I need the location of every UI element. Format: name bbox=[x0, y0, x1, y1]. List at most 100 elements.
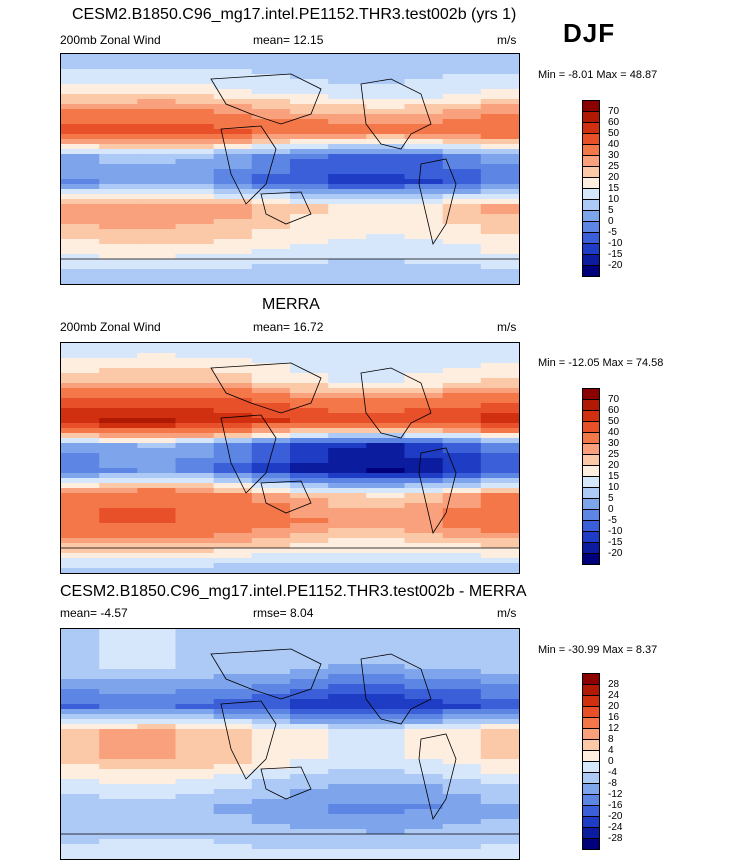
field-cell bbox=[404, 124, 444, 130]
field-cell bbox=[404, 799, 444, 805]
field-cell bbox=[251, 184, 291, 190]
panel-2-minmax: Min = -12.05 Max = 74.58 bbox=[538, 357, 664, 369]
field-cell bbox=[290, 829, 329, 835]
field-cell bbox=[480, 488, 519, 494]
field-cell bbox=[366, 784, 406, 790]
field-cell bbox=[175, 84, 215, 90]
field-cell bbox=[290, 348, 329, 354]
field-cell bbox=[137, 679, 177, 685]
field-cell bbox=[251, 699, 291, 705]
field-cell bbox=[366, 829, 406, 835]
field-cell bbox=[213, 358, 253, 364]
field-cell bbox=[366, 179, 406, 185]
field-cell bbox=[442, 468, 482, 474]
field-cell bbox=[480, 649, 519, 655]
field-cell bbox=[404, 403, 444, 409]
field-cell bbox=[480, 149, 519, 155]
field-cell bbox=[175, 64, 215, 70]
field-cell bbox=[175, 274, 215, 280]
field-cell bbox=[137, 523, 177, 529]
panel-1-contour-field bbox=[61, 54, 519, 284]
field-cell bbox=[328, 563, 367, 569]
field-cell bbox=[480, 789, 519, 795]
field-cell bbox=[366, 169, 406, 175]
field-cell bbox=[251, 179, 291, 185]
panel-1-units: m/s bbox=[497, 33, 517, 47]
field-cell bbox=[442, 184, 482, 190]
field-cell bbox=[328, 799, 367, 805]
field-cell bbox=[442, 493, 482, 499]
field-cell bbox=[61, 408, 100, 414]
field-cell bbox=[213, 59, 253, 65]
field-cell bbox=[480, 754, 519, 760]
field-cell bbox=[61, 739, 100, 745]
field-cell bbox=[213, 739, 253, 745]
field-cell bbox=[137, 124, 177, 130]
colorbar-tick-label: -12 bbox=[608, 789, 623, 800]
field-cell bbox=[175, 179, 215, 185]
field-cell bbox=[137, 709, 177, 715]
field-cell bbox=[137, 269, 177, 275]
field-cell bbox=[99, 674, 138, 680]
field-cell bbox=[290, 679, 329, 685]
field-cell bbox=[99, 854, 138, 859]
field-cell bbox=[175, 659, 215, 665]
field-cell bbox=[290, 418, 329, 424]
field-cell bbox=[61, 644, 100, 650]
field-cell bbox=[137, 714, 177, 720]
field-cell bbox=[137, 789, 177, 795]
field-cell bbox=[213, 709, 253, 715]
field-cell bbox=[328, 804, 367, 810]
field-cell bbox=[480, 124, 519, 130]
field-cell bbox=[61, 99, 100, 105]
field-cell bbox=[442, 518, 482, 524]
field-cell bbox=[404, 634, 444, 640]
field-cell bbox=[404, 669, 444, 675]
field-cell bbox=[404, 249, 444, 255]
field-cell bbox=[175, 74, 215, 80]
field-cell bbox=[213, 694, 253, 700]
field-cell bbox=[480, 704, 519, 710]
field-cell bbox=[213, 809, 253, 815]
field-cell bbox=[251, 649, 291, 655]
field-cell bbox=[366, 503, 406, 509]
field-cell bbox=[251, 343, 291, 349]
colorbar-tick-label: 15 bbox=[608, 183, 620, 194]
field-cell bbox=[61, 684, 100, 690]
field-cell bbox=[480, 814, 519, 820]
field-cell bbox=[366, 368, 406, 374]
field-cell bbox=[137, 244, 177, 250]
field-cell bbox=[404, 724, 444, 730]
field-cell bbox=[61, 704, 100, 710]
field-cell bbox=[251, 149, 291, 155]
field-cell bbox=[61, 538, 100, 544]
field-cell bbox=[213, 664, 253, 670]
colorbar-tick-label: 0 bbox=[608, 756, 614, 767]
field-cell bbox=[290, 669, 329, 675]
field-cell bbox=[99, 94, 138, 100]
field-cell bbox=[480, 144, 519, 150]
field-cell bbox=[213, 789, 253, 795]
field-cell bbox=[251, 239, 291, 245]
field-cell bbox=[404, 679, 444, 685]
field-cell bbox=[61, 368, 100, 374]
coastline bbox=[360, 653, 432, 725]
field-cell bbox=[480, 824, 519, 830]
field-cell bbox=[404, 754, 444, 760]
field-cell bbox=[328, 839, 367, 845]
field-cell bbox=[213, 159, 253, 165]
field-cell bbox=[366, 563, 406, 569]
field-cell bbox=[61, 134, 100, 140]
field-cell bbox=[290, 204, 329, 210]
field-cell bbox=[137, 639, 177, 645]
field-cell bbox=[290, 538, 329, 544]
field-cell bbox=[99, 844, 138, 850]
field-cell bbox=[442, 348, 482, 354]
field-cell bbox=[137, 824, 177, 830]
field-cell bbox=[175, 699, 215, 705]
field-cell bbox=[251, 189, 291, 195]
field-cell bbox=[61, 759, 100, 765]
field-cell bbox=[175, 149, 215, 155]
field-cell bbox=[328, 769, 367, 775]
field-cell bbox=[61, 819, 100, 825]
